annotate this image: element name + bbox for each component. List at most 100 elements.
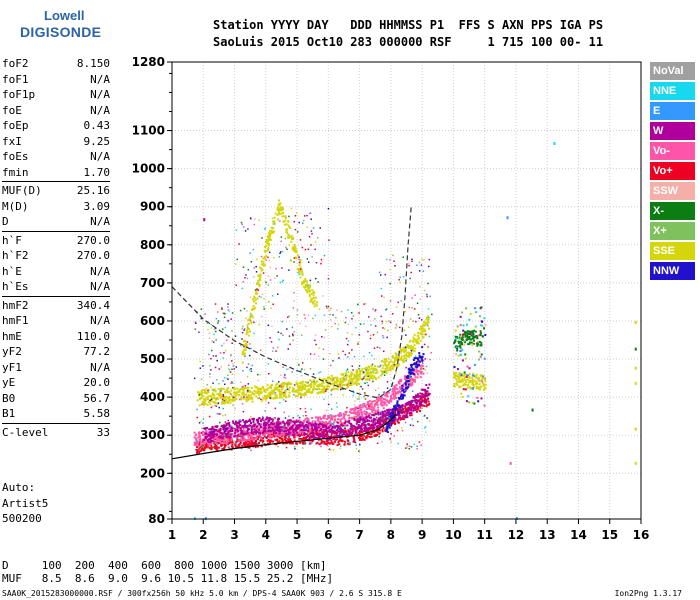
echo-point <box>222 402 225 405</box>
echo-point <box>421 396 424 399</box>
echo-point <box>286 382 289 385</box>
echo-point <box>244 349 247 352</box>
echo-point <box>387 369 390 372</box>
echo-point <box>223 448 226 451</box>
echo-point <box>416 395 418 398</box>
echo-point <box>261 385 264 388</box>
echo-point <box>378 432 381 435</box>
echo-point <box>321 431 324 434</box>
echo-point <box>283 422 286 425</box>
echo-point <box>323 428 326 431</box>
echo-point <box>401 387 404 390</box>
echo-point <box>368 426 371 429</box>
echo-point <box>281 388 284 391</box>
echo-point <box>260 437 263 440</box>
echo-point <box>248 418 251 421</box>
echo-point <box>314 420 317 423</box>
param-value: N/A <box>90 360 110 374</box>
param-key: fmin <box>2 165 29 179</box>
echo-point <box>305 414 307 417</box>
echo-point <box>336 388 339 391</box>
echo-point <box>383 391 386 393</box>
echo-point <box>387 422 390 425</box>
echo-point <box>427 393 430 396</box>
echo-point <box>288 394 291 397</box>
echo-point <box>201 448 204 451</box>
echo-point <box>353 373 356 376</box>
echo-point <box>281 207 284 210</box>
echo-point <box>274 407 277 410</box>
echo-point <box>248 354 251 357</box>
echo-point <box>261 431 264 434</box>
echo-point <box>390 364 393 367</box>
echo-point <box>300 437 303 440</box>
echo-point <box>377 396 380 399</box>
echo-point <box>412 340 415 343</box>
echo-point <box>243 433 246 436</box>
echo-point <box>365 366 368 369</box>
echo-point <box>295 442 298 445</box>
echo-point <box>202 395 205 398</box>
echo-point <box>431 313 433 316</box>
echo-point <box>324 389 327 392</box>
echo-point <box>230 438 233 441</box>
echo-point <box>420 327 423 330</box>
echo-point <box>381 320 383 323</box>
echo-point <box>233 388 236 391</box>
echo-point <box>350 411 353 414</box>
echo-point <box>365 373 368 376</box>
echo-point <box>351 430 354 433</box>
echo-point <box>280 236 283 238</box>
echo-point <box>369 402 372 405</box>
echo-point <box>203 448 206 451</box>
echo-point <box>221 443 224 446</box>
echo-point <box>232 398 235 401</box>
echo-point <box>361 371 364 374</box>
echo-point <box>409 351 412 354</box>
echo-point <box>365 417 368 420</box>
echo-point <box>326 432 329 435</box>
echo-point <box>354 382 357 385</box>
echo-point <box>397 358 400 361</box>
echo-point <box>278 204 281 207</box>
echo-point <box>217 446 220 449</box>
echo-point <box>352 369 354 371</box>
echo-point <box>214 441 217 444</box>
echo-point <box>309 383 312 386</box>
echo-point <box>310 292 313 295</box>
echo-point <box>339 418 342 421</box>
echo-point <box>292 236 295 239</box>
echo-point <box>339 380 342 383</box>
echo-point <box>357 424 360 427</box>
echo-point <box>249 312 252 315</box>
echo-point <box>358 418 361 421</box>
echo-point <box>228 400 231 403</box>
echo-point <box>292 339 295 341</box>
echo-point <box>225 435 228 438</box>
echo-point <box>395 372 397 374</box>
echo-point <box>354 429 357 432</box>
echo-point <box>372 413 375 416</box>
echo-point <box>198 404 201 407</box>
echo-point <box>360 411 363 414</box>
echo-point <box>343 414 346 417</box>
echo-point <box>380 403 383 406</box>
echo-point <box>295 212 298 214</box>
echo-point <box>230 389 233 392</box>
echo-point <box>297 434 300 437</box>
echo-point <box>236 387 239 390</box>
echo-point <box>394 404 397 407</box>
echo-point <box>374 389 377 392</box>
echo-point <box>413 401 415 403</box>
echo-point <box>362 371 365 373</box>
echo-point <box>302 387 305 390</box>
echo-point <box>238 419 241 422</box>
param-separator <box>2 230 110 232</box>
echo-point <box>395 306 398 308</box>
echo-point <box>383 403 386 406</box>
echo-point <box>390 423 393 426</box>
echo-point <box>384 394 387 397</box>
echo-point <box>318 308 321 310</box>
echo-point <box>367 405 370 407</box>
echo-point <box>221 432 224 435</box>
